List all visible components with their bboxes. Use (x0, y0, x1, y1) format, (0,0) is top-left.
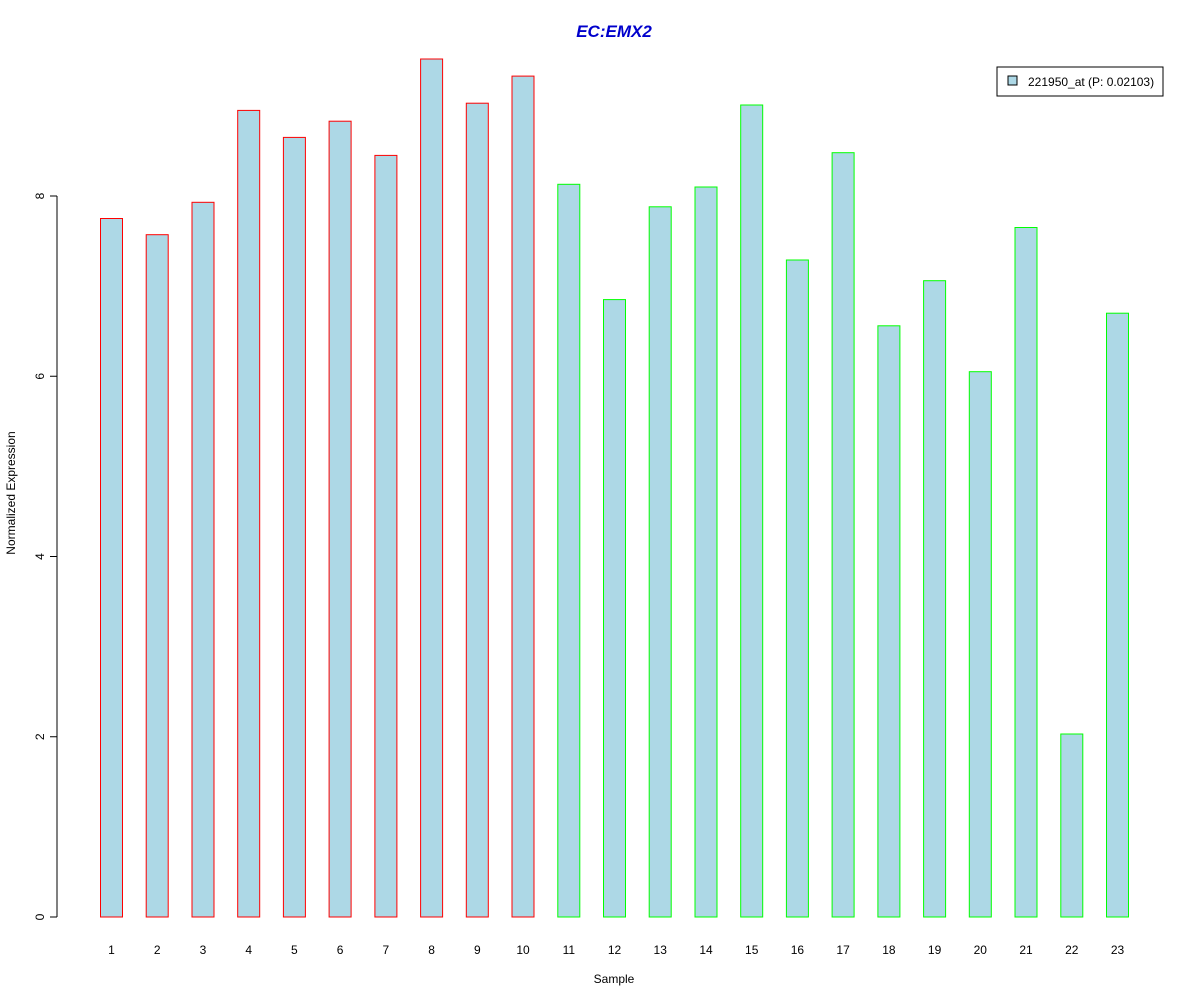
bar-sample-1 (100, 218, 123, 918)
x-tick-label: 17 (836, 943, 850, 957)
bar-sample-14 (694, 186, 718, 918)
x-tick-label: 1 (108, 943, 115, 957)
bars-group (100, 58, 1129, 918)
legend: 221950_at (P: 0.02103) (996, 66, 1164, 97)
y-axis: 0 2 4 6 8 (33, 192, 58, 920)
y-tick-label: 8 (33, 192, 47, 199)
x-tick-label: 16 (791, 943, 805, 957)
x-tick-label: 19 (928, 943, 942, 957)
bar-sample-22 (1060, 733, 1084, 918)
x-tick-label: 10 (516, 943, 530, 957)
bar-sample-17 (831, 152, 855, 918)
bar-sample-5 (282, 136, 306, 918)
x-tick-label: 6 (337, 943, 344, 957)
x-tick-label: 18 (882, 943, 896, 957)
legend-box (996, 66, 1164, 97)
bar-sample-15 (740, 104, 764, 918)
bar-sample-21 (1014, 227, 1038, 918)
bar-sample-20 (968, 371, 992, 918)
chart-title: EC:EMX2 (576, 22, 652, 41)
bar-sample-12 (603, 299, 626, 918)
x-tick-label: 12 (608, 943, 622, 957)
y-axis-title: Normalized Expression (4, 431, 18, 554)
bar-sample-7 (374, 154, 398, 918)
x-tick-label: 7 (383, 943, 390, 957)
x-tick-label: 8 (428, 943, 435, 957)
legend-label: 221950_at (P: 0.02103) (1028, 75, 1154, 89)
y-tick-label: 0 (33, 913, 47, 920)
bar-sample-13 (648, 206, 672, 918)
bar-sample-18 (877, 325, 901, 918)
bar-sample-23 (1106, 312, 1129, 918)
x-tick-label: 14 (699, 943, 713, 957)
bar-sample-3 (191, 201, 215, 918)
x-tick-label: 15 (745, 943, 759, 957)
y-tick-label: 4 (33, 553, 47, 560)
x-tick-label: 20 (974, 943, 988, 957)
bar-sample-19 (923, 280, 947, 918)
x-tick-label: 23 (1111, 943, 1125, 957)
x-tick-label: 2 (154, 943, 161, 957)
x-tick-label: 11 (563, 943, 576, 957)
bar-sample-2 (145, 234, 169, 918)
bar-sample-11 (557, 183, 581, 918)
x-tick-label: 3 (200, 943, 207, 957)
y-tick-label: 6 (33, 373, 47, 380)
x-tick-label: 21 (1019, 943, 1033, 957)
x-axis-title: Sample (594, 972, 635, 986)
bar-sample-8 (420, 58, 444, 918)
x-tick-label: 5 (291, 943, 298, 957)
x-tick-label: 4 (245, 943, 252, 957)
x-tick-label: 13 (654, 943, 668, 957)
bar-sample-6 (328, 120, 352, 918)
legend-swatch (1007, 75, 1018, 86)
y-tick-label: 2 (33, 733, 47, 740)
bar-sample-10 (511, 75, 535, 918)
bar-sample-9 (465, 102, 489, 918)
bar-sample-4 (237, 109, 261, 918)
x-tick-labels: 1 2 3 4 5 6 7 8 9 10 11 12 13 14 15 16 17 18 19 20 21 22 23 (108, 943, 1124, 957)
x-tick-label: 9 (474, 943, 481, 957)
bar-sample-16 (785, 259, 809, 918)
x-tick-label: 22 (1065, 943, 1079, 957)
